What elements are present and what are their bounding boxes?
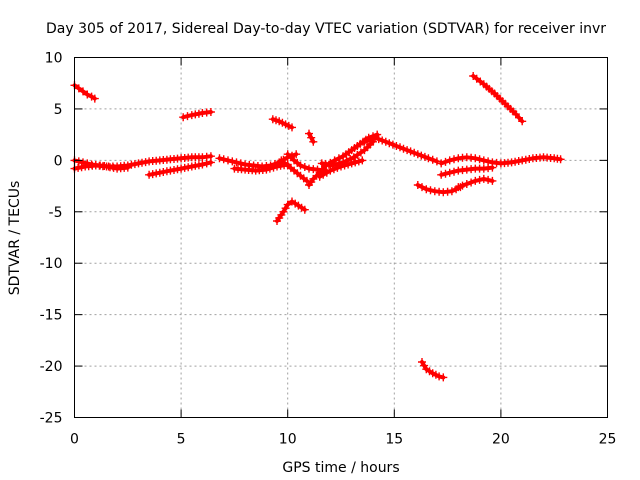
x-tick-label: 25 (599, 432, 617, 448)
series-arc-5 (179, 108, 215, 122)
series-markers (315, 156, 367, 181)
series-markers (179, 108, 215, 122)
x-tick-label: 5 (177, 432, 186, 448)
series-markers (273, 197, 309, 225)
series-arc-15 (317, 137, 377, 170)
x-tick-label: 0 (70, 432, 79, 448)
series-arc-19 (437, 153, 565, 168)
series-markers (413, 181, 465, 197)
y-tick-label: -20 (40, 359, 63, 375)
series-markers (317, 137, 377, 170)
data-series (70, 72, 565, 382)
series-markers (145, 158, 215, 179)
y-tick-label: 0 (54, 153, 63, 169)
series-arc-21 (469, 72, 527, 126)
x-axis-label: GPS time / hours (282, 460, 399, 476)
series-markers (454, 174, 497, 192)
y-tick-label: -15 (40, 308, 63, 324)
series-markers (418, 358, 448, 382)
series-arc-8 (268, 115, 296, 132)
series-arc-16 (360, 133, 441, 166)
y-tick-label: -25 (40, 411, 63, 427)
series-markers (437, 153, 565, 168)
series-markers (469, 72, 527, 126)
series-arc-14 (315, 156, 367, 181)
series-markers (437, 163, 497, 179)
plot-frame (74, 57, 608, 418)
series-markers (268, 115, 296, 132)
series-arc-17 (413, 181, 465, 197)
y-tick-label: -10 (40, 256, 63, 272)
y-axis-label: SDTVAR / TECUs (7, 181, 23, 296)
x-tick-label: 10 (279, 432, 297, 448)
chart-title: Day 305 of 2017, Sidereal Day-to-day VTE… (46, 21, 606, 37)
series-arc-18 (437, 163, 497, 179)
series-arc-3 (145, 158, 215, 179)
series-markers (277, 156, 311, 185)
series-arc-9 (305, 129, 318, 146)
y-tick-label: -5 (49, 205, 63, 221)
axis-ticks: 0 5 10 15 20 25 -25 -20 -15 -10 -5 0 5 10 (40, 51, 617, 448)
series-markers (360, 133, 441, 166)
grid (74, 57, 608, 418)
series-arc-20 (454, 174, 497, 192)
y-tick-label: 10 (45, 51, 63, 67)
x-tick-label: 15 (385, 432, 403, 448)
series-arc-10 (273, 197, 309, 225)
x-tick-label: 20 (492, 432, 510, 448)
series-arc-11 (277, 156, 311, 185)
series-arc-22 (418, 358, 448, 382)
series-markers (305, 129, 318, 146)
y-tick-label: 5 (54, 102, 63, 118)
